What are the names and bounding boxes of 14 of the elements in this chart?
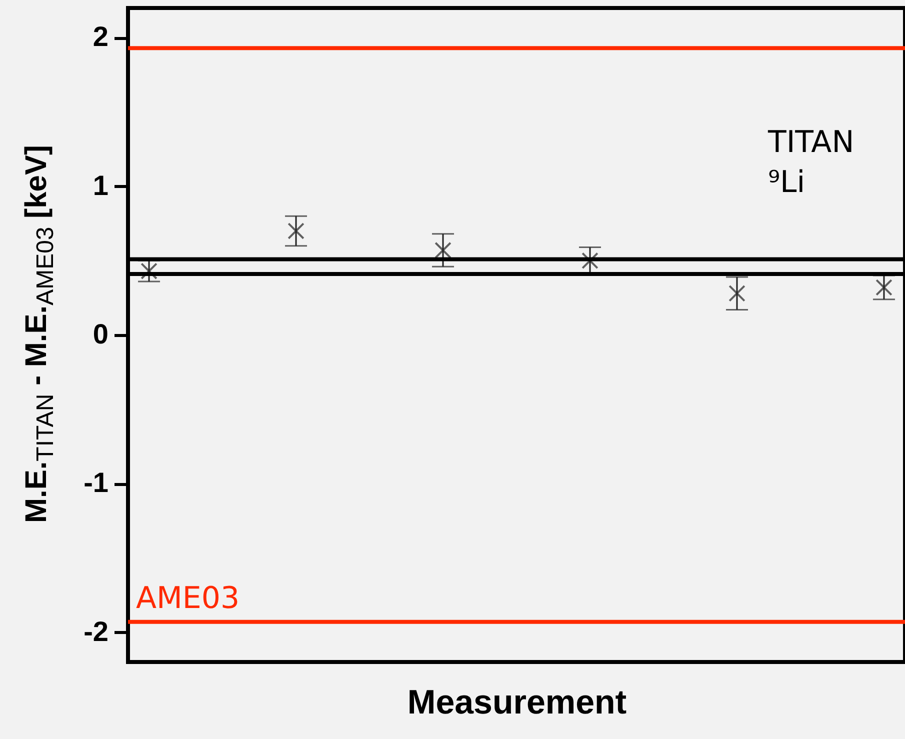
y-tick-label: 1	[92, 170, 108, 201]
y-tick-label: -2	[84, 616, 108, 647]
point	[728, 284, 746, 302]
point	[876, 279, 892, 296]
y-tick-label: 0	[92, 318, 108, 350]
y-tick-label: 2	[92, 21, 108, 52]
point	[582, 252, 598, 270]
annotation: ⁹Li	[768, 165, 806, 200]
x-axis-title: Measurement	[407, 684, 627, 722]
point	[288, 222, 304, 240]
annotation: TITAN	[767, 125, 854, 160]
ref-line-label: AME03	[136, 580, 240, 616]
y-tick-label: -1	[84, 467, 108, 498]
point	[434, 242, 452, 259]
